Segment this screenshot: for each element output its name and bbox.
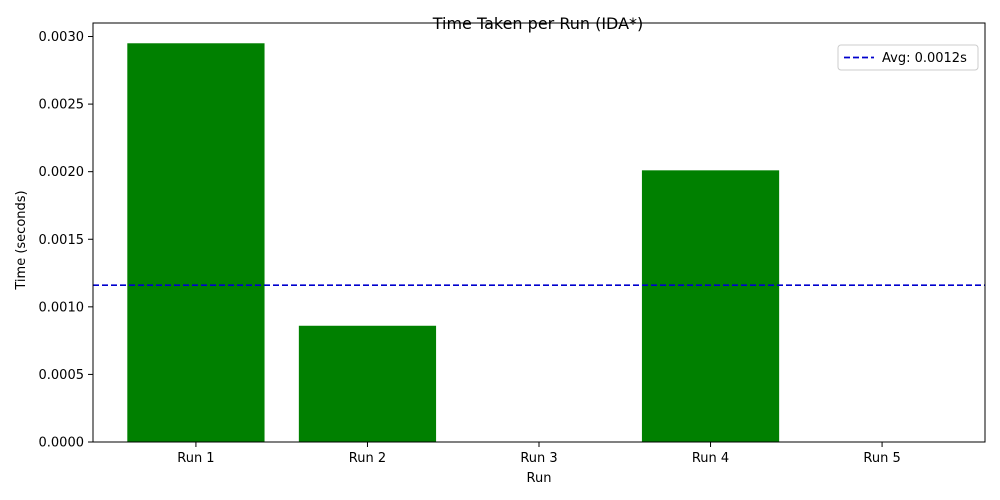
x-tick-label: Run 3 [520, 451, 557, 466]
y-tick-label: 0.0000 [39, 436, 85, 451]
y-axis-label: Time (seconds) [14, 190, 29, 290]
legend-box [837, 44, 979, 71]
x-tick-label: Run 5 [863, 451, 900, 466]
y-tick-label: 0.0010 [39, 300, 85, 315]
x-tick-label: Run 1 [177, 451, 214, 466]
x-axis-ticks: Run 1 Run 2 Run 3 Run 4 Run 5 [177, 442, 901, 466]
bar-1 [127, 43, 265, 442]
y-axis-ticks: 0.0000 0.0005 0.0010 0.0015 0.0020 0.0025 0.00… [39, 30, 93, 451]
bar-4 [641, 170, 780, 442]
bar-2 [298, 325, 437, 442]
y-tick-label: 0.0030 [39, 30, 85, 45]
legend: Avg: 0.0012s [837, 44, 979, 71]
y-tick-label: 0.0005 [39, 368, 85, 383]
y-tick-label: 0.0015 [39, 233, 85, 248]
bars-group [127, 43, 780, 442]
x-tick-label: Run 4 [692, 451, 729, 466]
x-tick-label: Run 2 [349, 451, 386, 466]
plot-frame [92, 22, 986, 443]
x-axis-label: Run [527, 471, 552, 486]
y-tick-label: 0.0025 [39, 98, 85, 113]
legend-label-average: Avg: 0.0012s [882, 51, 967, 66]
y-tick-label: 0.0020 [39, 165, 85, 180]
